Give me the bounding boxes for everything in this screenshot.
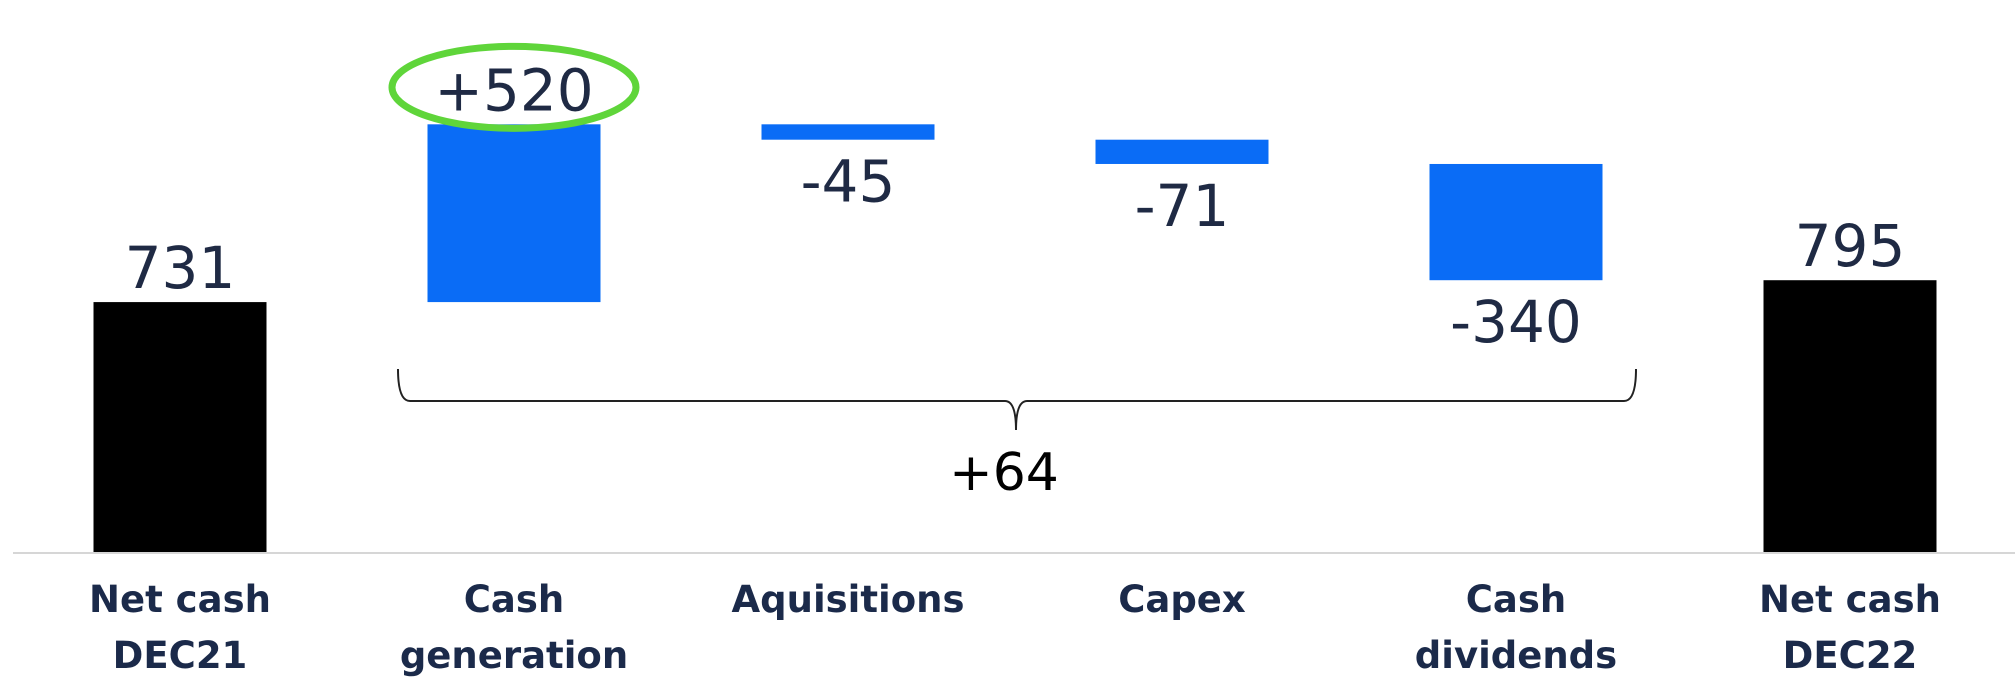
value-label: 795 (1795, 212, 1906, 280)
x-tick-label: Net cash DEC21 (89, 578, 271, 677)
value-label: 731 (125, 234, 236, 302)
highlight-circle (388, 42, 640, 132)
x-tick-label: Capex (1118, 578, 1246, 621)
bar (761, 124, 935, 140)
bar (1429, 163, 1603, 281)
bar (93, 302, 267, 552)
bar (1095, 139, 1269, 164)
annotation: +64 (949, 443, 1059, 503)
brace (397, 368, 1637, 431)
x-tick-label: Cash dividends (1414, 578, 1618, 677)
bar (1763, 280, 1937, 552)
x-tick-label: Cash generation (399, 578, 629, 677)
bar (427, 124, 601, 303)
value-label: -71 (1135, 172, 1230, 240)
value-label: +520 (434, 56, 593, 124)
x-tick-label: Aquisitions (731, 578, 965, 621)
x-tick-label: Net cash DEC22 (1759, 578, 1941, 677)
value-label: -340 (1450, 288, 1582, 356)
value-label: -45 (801, 148, 896, 216)
